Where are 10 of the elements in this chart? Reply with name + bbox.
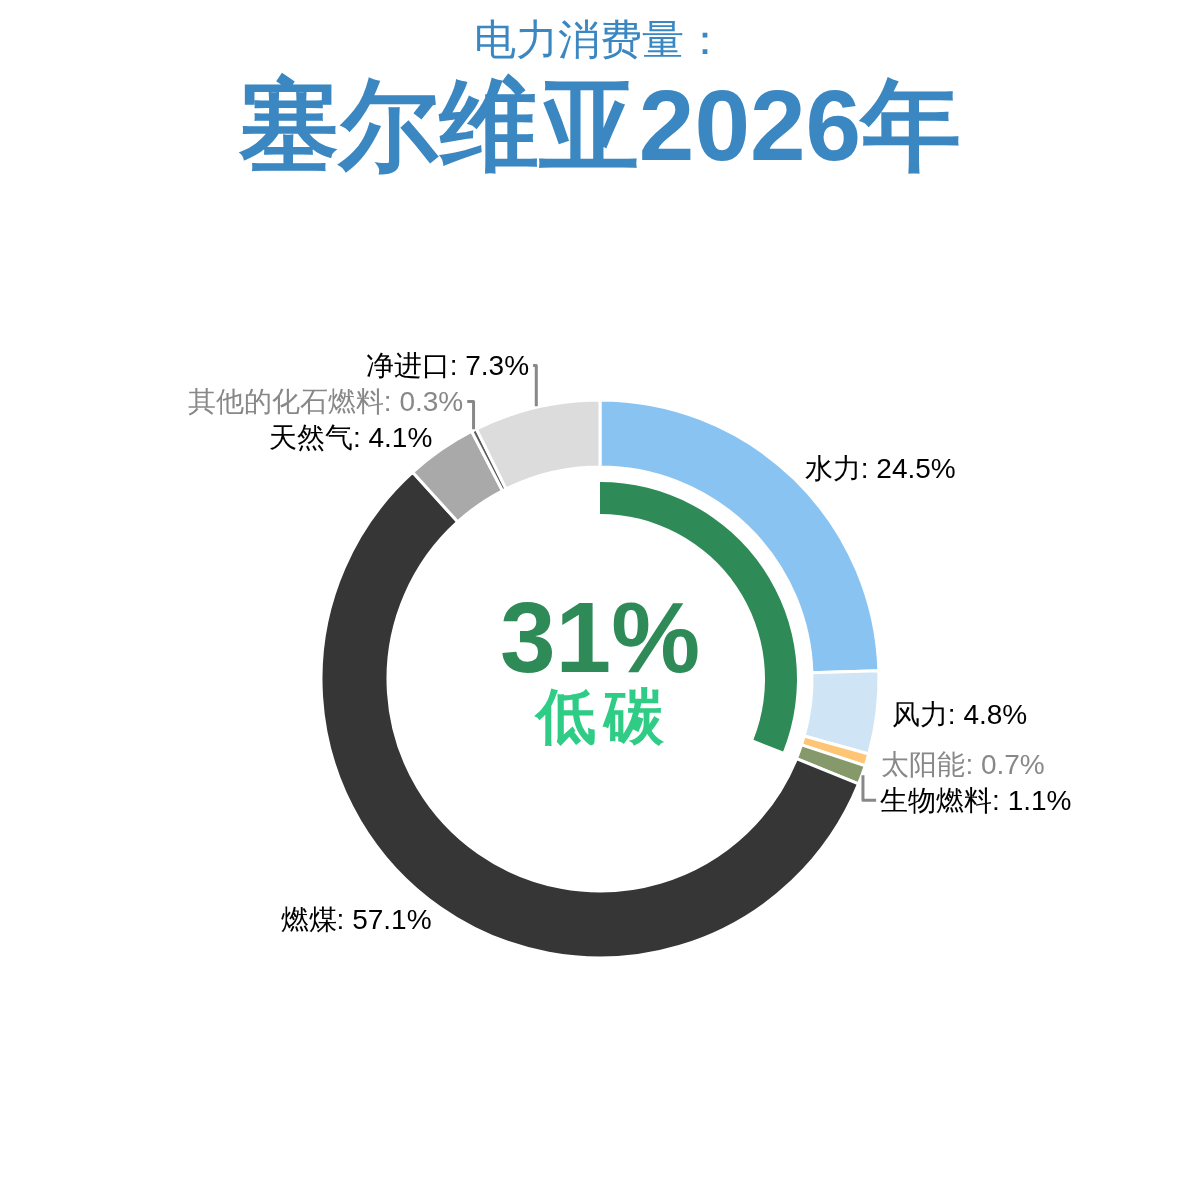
slice-label: 燃煤: 57.1% xyxy=(280,904,432,936)
slice-label: 净进口: 7.3% xyxy=(365,350,530,382)
chart-title: 塞尔维亚2026年 xyxy=(237,69,962,181)
slice-label: 太阳能: 0.7% xyxy=(881,748,1045,780)
chart-subtitle: 电力消费量： xyxy=(474,16,726,63)
slice-label: 风力: 4.8% xyxy=(891,699,1028,731)
slice-label: 生物燃料: 1.1% xyxy=(880,784,1072,816)
slice-label: 水力: 24.5% xyxy=(804,452,956,484)
slice-label: 其他的化石燃料: 0.3% xyxy=(187,386,464,418)
slice-label: 天然气: 4.1% xyxy=(268,422,433,454)
